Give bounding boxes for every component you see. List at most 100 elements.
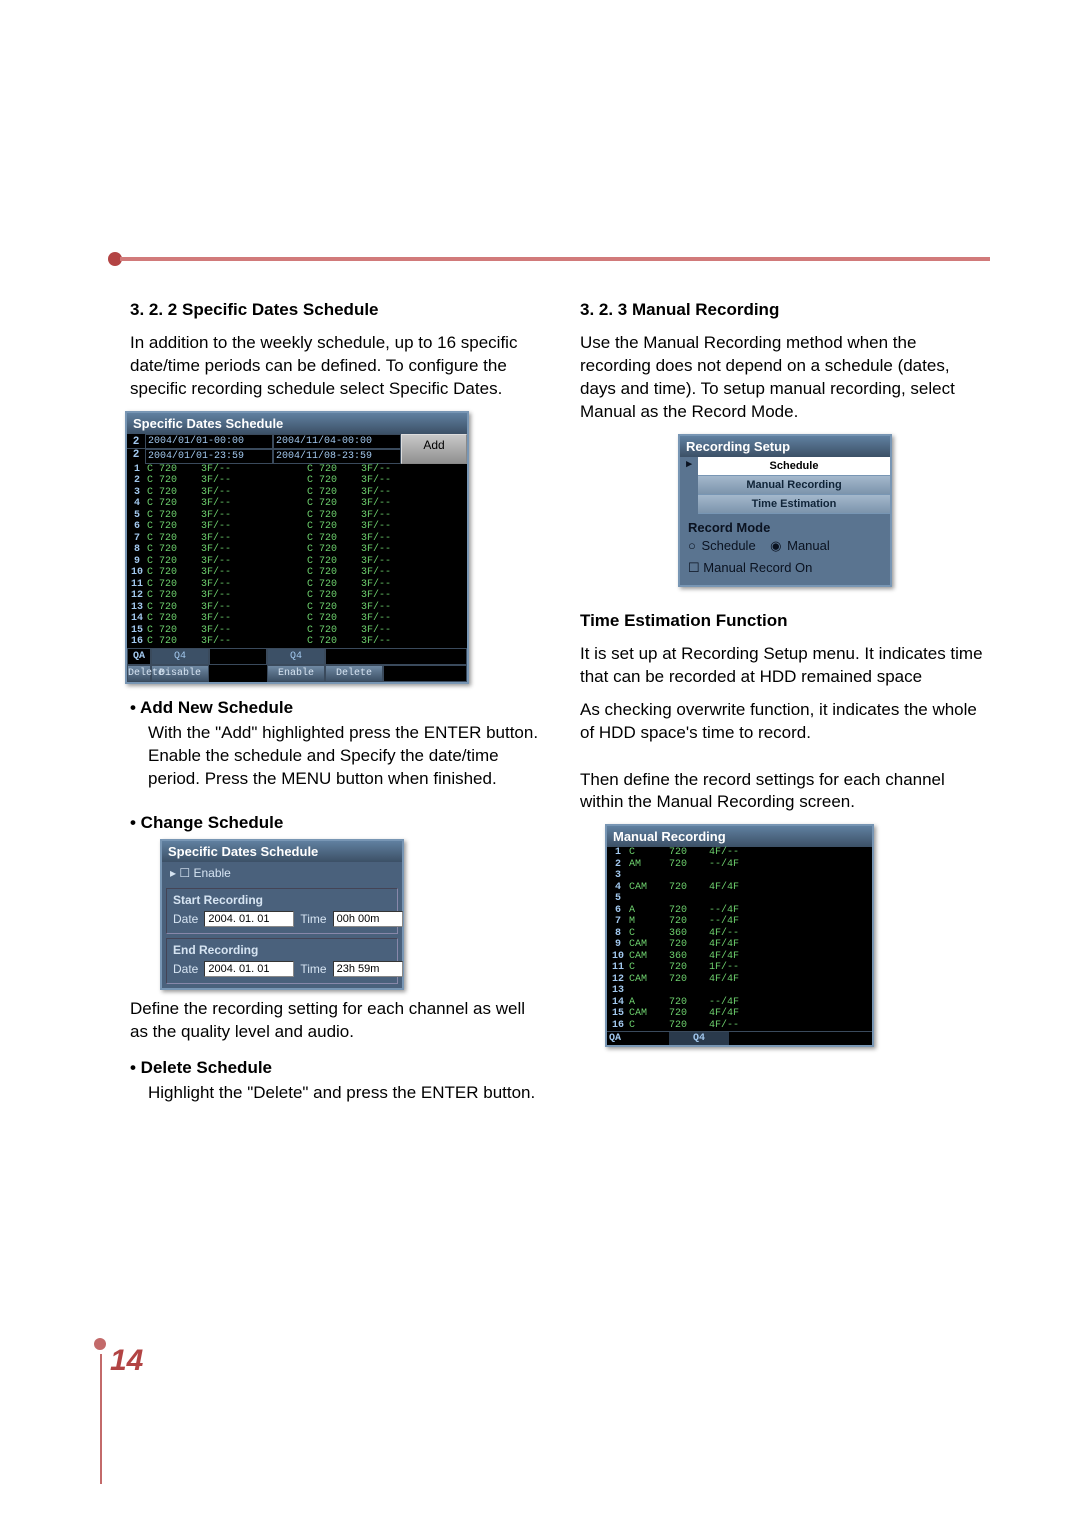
mr-col-res: 360 (669, 928, 709, 940)
start-date-input[interactable] (204, 911, 294, 927)
sd-cell-right: C 720 3F/-- (307, 636, 467, 648)
time-label-a: Time (300, 912, 326, 926)
rs-timeest-row[interactable]: Time Estimation (698, 495, 890, 514)
mr-col-type: C (629, 1020, 669, 1032)
sd-cell-left: C 720 3F/-- (147, 533, 307, 545)
selector-arrow-icon: ▸ (680, 457, 698, 514)
mr-col-fps (709, 870, 774, 882)
change-body: Define the recording setting for each ch… (130, 998, 540, 1044)
sd-row-num: 10 (127, 567, 147, 579)
mr-row-num: 8 (607, 928, 629, 940)
sd-cell-left: C 720 3F/-- (147, 613, 307, 625)
mr-col-res: 720 (669, 847, 709, 859)
sd-cell-right: C 720 3F/-- (307, 533, 467, 545)
mr-qa: QA (607, 1031, 629, 1045)
mr-col-res (669, 985, 709, 997)
left-intro: In addition to the weekly schedule, up t… (130, 332, 540, 401)
manual-on-checkbox[interactable] (688, 560, 703, 575)
mr-col-res: 720 (669, 916, 709, 928)
sd-cell-left: C 720 3F/-- (147, 567, 307, 579)
schedule-opt: Schedule (701, 538, 755, 553)
mr-col-type: C (629, 847, 669, 859)
enable-row[interactable]: ▸ ☐ Enable (162, 862, 402, 884)
sd-top-num-b: 2 (127, 448, 145, 461)
rs-schedule-row[interactable]: Schedule (698, 457, 890, 476)
sd-cell-left: C 720 3F/-- (147, 487, 307, 499)
time-label-b: Time (300, 962, 326, 976)
add-button[interactable]: Add (401, 434, 467, 464)
sd-row-num: 16 (127, 636, 147, 648)
sd-q4-b: Q4 (267, 648, 325, 665)
end-date-input[interactable] (204, 961, 294, 977)
schedule-radio[interactable] (688, 538, 701, 553)
mr-row-num: 14 (607, 997, 629, 1009)
panel-title: Specific Dates Schedule (127, 413, 467, 434)
mr-col-type (629, 985, 669, 997)
mr-row-num: 9 (607, 939, 629, 951)
content-columns: 3. 2. 2 Specific Dates Schedule In addit… (130, 300, 990, 1114)
sd-cell-left: C 720 3F/-- (147, 510, 307, 522)
end-label: End Recording (173, 943, 391, 957)
sd-row-num: 15 (127, 625, 147, 637)
mr-col-res (669, 870, 709, 882)
triangle-icon: ▸ (170, 866, 176, 880)
delete-button-b[interactable]: Delete (325, 665, 383, 682)
mr-col-type: A (629, 905, 669, 917)
mr-col-fps (709, 893, 774, 905)
sd-cell-right: C 720 3F/-- (307, 464, 467, 476)
sd-cell-right: C 720 3F/-- (307, 556, 467, 568)
sd-bottom-row: QA Q4 Disable Delete Q4 Enable Delete (127, 648, 467, 682)
page-dot-icon (94, 1338, 106, 1350)
sd-q4-a: Q4 (151, 648, 209, 665)
mr-row-num: 12 (607, 974, 629, 986)
mr-col-type: C (629, 928, 669, 940)
start-time-input[interactable] (333, 911, 403, 927)
sd-date-b: 2004/11/04-00:00 (273, 434, 401, 449)
mr-col-res: 360 (669, 951, 709, 963)
start-label: Start Recording (173, 893, 391, 907)
manual-radio[interactable] (770, 538, 787, 553)
sd-cell-left: C 720 3F/-- (147, 590, 307, 602)
add-body: With the "Add" highlighted press the ENT… (148, 722, 540, 791)
mr-col-fps (709, 985, 774, 997)
sd-row-num: 7 (127, 533, 147, 545)
mr-row-num: 16 (607, 1020, 629, 1032)
mr-col-fps: --/4F (709, 905, 774, 917)
sd-data-grid: 1C 720 3F/--C 720 3F/--2C 720 3F/--C 720… (127, 464, 467, 648)
mr-col-type: AM (629, 859, 669, 871)
manual-opt: Manual (787, 538, 830, 553)
mr-col-res: 720 (669, 962, 709, 974)
delete-button-a[interactable]: Delete (127, 665, 151, 682)
mr-qa-row: QA Q4 (607, 1031, 872, 1045)
mr-col-type: C (629, 962, 669, 974)
sd-row-num: 13 (127, 602, 147, 614)
sd-cell-left: C 720 3F/-- (147, 602, 307, 614)
sd-cell-left: C 720 3F/-- (147, 464, 307, 476)
page-vline (100, 1354, 102, 1484)
start-fieldset: Start Recording Date Time (166, 888, 398, 934)
mr-data-grid: 1C7204F/--2AM720--/4F34CAM7204F/4F56A720… (607, 847, 872, 1031)
sd-top-num: 2 2 (127, 434, 145, 464)
end-time-input[interactable] (333, 961, 403, 977)
rs-manrec-row[interactable]: Manual Recording (698, 476, 890, 495)
sd-cell-right: C 720 3F/-- (307, 544, 467, 556)
mr-row-num: 7 (607, 916, 629, 928)
mr-col-fps: 4F/4F (709, 1008, 774, 1020)
sd-header-row: 2 2 2004/01/01-00:00 2004/11/04-00:00 20… (127, 434, 467, 464)
mr-col-type: CAM (629, 939, 669, 951)
mr-col-res: 720 (669, 859, 709, 871)
sd-row-num: 3 (127, 487, 147, 499)
sd-row-num: 6 (127, 521, 147, 533)
mr-row-num: 10 (607, 951, 629, 963)
sd-row-num: 11 (127, 579, 147, 591)
left-column: 3. 2. 2 Specific Dates Schedule In addit… (130, 300, 540, 1114)
mr-col-fps: 4F/-- (709, 1020, 774, 1032)
mr-col-type: M (629, 916, 669, 928)
time-est-p2: As checking overwrite function, it indic… (580, 699, 990, 745)
sd-cell-left: C 720 3F/-- (147, 625, 307, 637)
specific-dates-panel: Specific Dates Schedule 2 2 2004/01/01-0… (125, 411, 469, 684)
sd-date-a: 2004/01/01-00:00 (145, 434, 273, 449)
manual-page: 3. 2. 2 Specific Dates Schedule In addit… (0, 0, 1080, 1528)
sd-date-c: 2004/01/01-23:59 (145, 449, 273, 464)
enable-button[interactable]: Enable (267, 665, 325, 682)
